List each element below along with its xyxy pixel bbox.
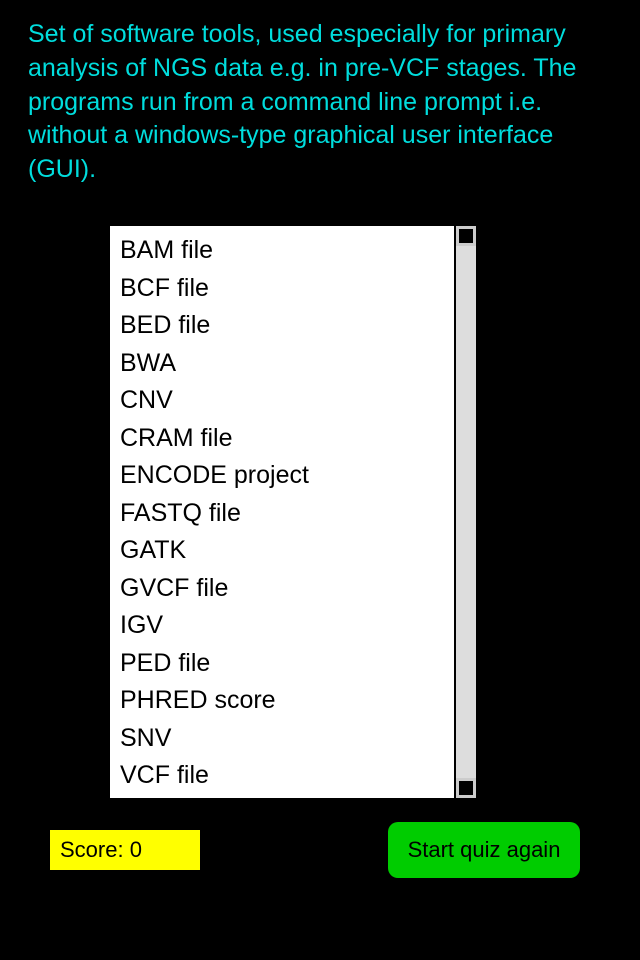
list-item[interactable]: CRAM file [120, 420, 454, 458]
list-item[interactable]: ENCODE project [120, 457, 454, 495]
restart-quiz-button[interactable]: Start quiz again [388, 822, 580, 878]
question-text: Set of software tools, used especially f… [0, 0, 640, 187]
list-item[interactable]: BWA [120, 345, 454, 383]
list-item[interactable]: GATK [120, 532, 454, 570]
list-item[interactable]: PED file [120, 645, 454, 683]
list-item[interactable]: VCF file [120, 757, 454, 795]
list-item[interactable]: SNV [120, 720, 454, 758]
list-item[interactable]: FASTQ file [120, 495, 454, 533]
list-item[interactable]: BCF file [120, 270, 454, 308]
answer-list: BAM file BCF file BED file BWA CNV CRAM … [110, 226, 454, 798]
list-item[interactable]: BED file [120, 307, 454, 345]
list-item[interactable]: BAM file [120, 232, 454, 270]
scroll-up-icon[interactable] [456, 226, 476, 246]
list-item[interactable]: PHRED score [120, 682, 454, 720]
list-item[interactable]: IGV [120, 607, 454, 645]
scroll-down-icon[interactable] [456, 778, 476, 798]
scrollbar[interactable] [454, 226, 476, 798]
answer-list-container: BAM file BCF file BED file BWA CNV CRAM … [108, 224, 478, 800]
list-item[interactable]: GVCF file [120, 570, 454, 608]
list-item[interactable]: CNV [120, 382, 454, 420]
score-badge: Score: 0 [50, 830, 200, 870]
